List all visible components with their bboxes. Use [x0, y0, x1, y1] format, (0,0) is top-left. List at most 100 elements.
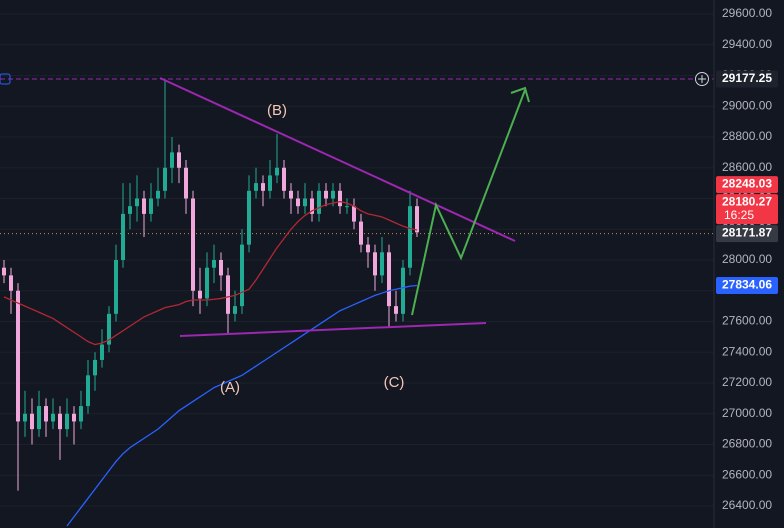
y-tick-label: 28800.00 — [722, 129, 772, 143]
candle-body — [107, 313, 111, 345]
price-tag-label: 27834.06 — [722, 278, 772, 292]
candle-body — [261, 183, 265, 191]
candle-body — [296, 198, 300, 207]
add-icon — [698, 74, 706, 83]
candle-body — [282, 167, 286, 191]
candle-body — [51, 413, 55, 422]
candle-body — [415, 206, 419, 233]
candle-body — [135, 198, 139, 207]
candle-body — [177, 152, 181, 168]
candle-body — [380, 252, 384, 276]
candle-body — [79, 406, 83, 422]
candle-body — [100, 344, 104, 360]
candle-body — [303, 198, 307, 207]
y-tick-label: 26400.00 — [722, 498, 772, 512]
y-tick-label: 29600.00 — [722, 6, 772, 20]
annotation: (B) — [267, 102, 287, 119]
y-tick-label: 28000.00 — [722, 252, 772, 266]
y-tick-label: 26800.00 — [722, 437, 772, 451]
line-handle — [0, 73, 11, 85]
price-tag — [716, 277, 778, 295]
price-axis — [714, 0, 784, 528]
candle-body — [254, 183, 258, 191]
candle-body — [289, 190, 293, 199]
y-tick-label: 27600.00 — [722, 314, 772, 328]
candle-body — [2, 267, 6, 276]
y-tick-label: 29400.00 — [722, 37, 772, 51]
axis: 26400.00 26600.00 26800.00 27000.00 27200.00… — [695, 6, 778, 512]
candle-body — [156, 190, 160, 199]
candle-body — [247, 190, 251, 245]
candle-body — [58, 413, 62, 430]
candle-body — [352, 206, 356, 222]
candle-body — [408, 206, 412, 268]
candle-body — [142, 198, 146, 214]
candle-body — [212, 260, 216, 268]
grid — [0, 13, 714, 507]
candle-body — [121, 213, 125, 261]
candle-body — [373, 252, 377, 276]
candle-body — [128, 206, 132, 214]
candle-body — [401, 267, 405, 314]
moving-average — [66, 284, 418, 527]
moving-average — [3, 200, 418, 346]
price-tag-label: 28180.27 — [722, 195, 772, 209]
candle-body — [163, 167, 167, 191]
price-tag — [716, 70, 778, 88]
plot — [2, 79, 419, 527]
candle-body — [268, 175, 272, 191]
drawings: (A) (B) (C) — [159, 77, 530, 396]
candle-body — [23, 413, 27, 422]
candle-body — [86, 375, 90, 407]
y-tick-label: 28600.00 — [722, 160, 772, 174]
candle-body — [205, 267, 209, 299]
price-tag — [716, 225, 778, 243]
price-tag-label: 28248.03 — [722, 177, 772, 191]
y-tick-label: 27200.00 — [722, 375, 772, 389]
candle-body — [184, 167, 188, 199]
candle-body — [387, 252, 391, 307]
arrow-head — [510, 86, 530, 103]
candle-body — [226, 275, 230, 314]
candle-body — [170, 152, 174, 168]
candle-body — [93, 359, 97, 376]
price-tag — [716, 194, 778, 225]
candle-body — [44, 406, 48, 422]
trendline — [159, 77, 516, 242]
candle-body — [338, 190, 342, 207]
candle-body — [149, 198, 153, 214]
candle-body — [324, 190, 328, 199]
candle-body — [72, 413, 76, 422]
candle-body — [331, 190, 335, 199]
candle-body — [198, 290, 202, 299]
candle-body — [16, 290, 20, 422]
countdown: 16:25 — [724, 208, 754, 222]
candle-body — [65, 413, 69, 430]
candle-body — [37, 406, 41, 430]
candle-body — [275, 167, 279, 176]
candle-body — [394, 306, 398, 314]
candle-body — [317, 190, 321, 214]
candle-body — [366, 244, 370, 253]
annotation: (C) — [384, 374, 405, 391]
candle-body — [345, 206, 349, 208]
candle-body — [191, 198, 195, 291]
candle-body — [9, 275, 13, 291]
candle-body — [219, 260, 223, 276]
candle-body — [310, 198, 314, 214]
candle-body — [240, 244, 244, 307]
y-tick-label: 26600.00 — [722, 467, 772, 481]
projection-arrow — [411, 89, 526, 316]
y-tick-label: 29000.00 — [722, 98, 772, 112]
y-tick-label: 27400.00 — [722, 344, 772, 358]
price-tag — [716, 176, 778, 194]
price-tag-label: 29177.25 — [722, 71, 772, 85]
candle-body — [30, 413, 34, 430]
candle-body — [114, 260, 118, 314]
annotation: (A) — [220, 379, 240, 396]
y-tick-label: 27000.00 — [722, 406, 772, 420]
candle-body — [233, 306, 237, 314]
